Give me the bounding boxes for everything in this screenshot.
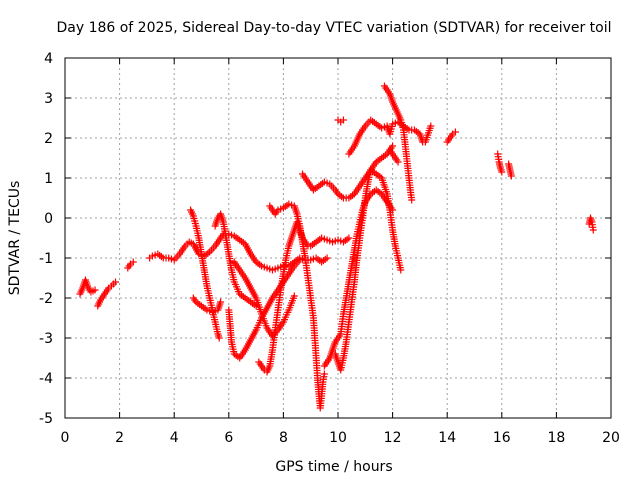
series-trace-u [443,128,459,146]
series-trace-b [94,278,120,310]
series-trace-d [146,230,227,264]
x-tick-label: 8 [279,430,288,446]
series-trace-i [225,230,331,274]
series-trace-s [386,146,402,166]
y-tick-label: -2 [39,291,53,307]
data-point [507,172,515,180]
series-trace-j [230,258,298,340]
series-trace-h [225,256,304,362]
series-trace-a [76,276,99,298]
y-tick-label: -3 [39,331,53,347]
data-point [217,298,225,306]
data-point [290,292,298,300]
series-trace-v [494,150,506,176]
data-point [345,234,353,242]
data-point [397,266,405,274]
data-point [589,226,597,234]
series-trace-t [421,122,435,146]
data-point [320,370,328,378]
y-tick-label: 2 [44,131,53,147]
y-tick-label: -4 [39,371,53,387]
series-trace-q [345,116,427,158]
y-tick-label: 3 [44,91,53,107]
data-point [323,254,331,262]
x-tick-label: 16 [493,430,511,446]
series-trace-l [266,200,328,412]
series-trace-c [124,258,137,272]
x-axis-label: GPS time / hours [275,459,392,475]
data-point [498,168,506,176]
data-point [339,116,347,124]
data-point [215,334,223,342]
series-trace-w [505,160,515,180]
data-point [112,278,120,286]
axis-ticks [64,57,612,419]
y-tick-label: -5 [39,411,53,427]
x-tick-label: 2 [115,430,124,446]
series-trace-e [187,206,223,342]
x-tick-label: 6 [224,430,233,446]
data-point [91,286,99,294]
x-tick-label: 10 [329,430,347,446]
series-trace-n [320,186,397,370]
data-point [129,258,137,266]
x-tick-labels: 0 2 4 6 8 10 12 14 16 18 20 [61,430,620,446]
x-tick-label: 0 [61,430,70,446]
y-tick-label: 4 [44,51,53,67]
x-tick-label: 18 [547,430,565,446]
series-trace-p [334,116,347,126]
series-trace-f [189,294,225,316]
series-trace-x [585,214,597,234]
data-point [389,142,397,150]
y-axis-label: SDTVAR / TECUs [7,181,23,296]
x-tick-label: 20 [602,430,620,446]
y-tick-labels: -5 -4 -3 -2 -1 0 1 2 3 4 [39,51,53,427]
x-tick-label: 4 [170,430,179,446]
chart-title: Day 186 of 2025, Sidereal Day-to-day VTE… [56,20,611,36]
data-point [408,196,416,204]
series-trace-r [380,82,416,204]
x-tick-label: 12 [384,430,402,446]
data-points [76,82,597,412]
data-point [427,122,435,130]
x-tick-label: 14 [438,430,456,446]
series-trace-o [331,166,405,374]
data-point [451,128,459,136]
grid-lines [65,58,611,418]
y-tick-label: -1 [39,251,53,267]
y-tick-label: 1 [44,171,53,187]
y-tick-label: 0 [44,211,53,227]
data-point [394,158,402,166]
series-trace-g [211,210,260,310]
